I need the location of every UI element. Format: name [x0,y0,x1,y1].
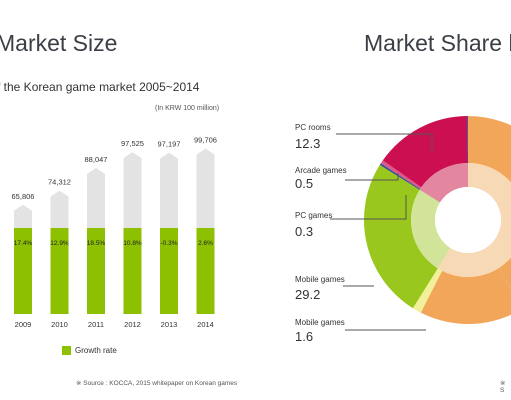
growth-rate-label: 17.4% [14,240,33,247]
slice-arcade-games [380,160,422,189]
market-share-title: Market Share by [364,30,511,56]
bar-growth-2011 [87,228,105,314]
inner-orange-lower [437,247,499,277]
callout-line [345,173,399,181]
callout-line [336,133,433,152]
slice-outer-orange [468,116,511,289]
callout-category-label: Mobile games [295,318,345,327]
bar-value-label: 97,197 [158,140,181,149]
callout-category-label: Arcade games [295,166,347,175]
growth-rate-label: 12.9% [50,240,69,247]
callout-value-label: 1.6 [295,329,313,344]
growth-rate-label: 10.8% [123,240,142,247]
slice-pc-rooms [382,116,468,188]
bar-value-label: 65,806 [12,192,35,201]
donut-hole [435,187,501,253]
growth-rate-label: -0.3% [161,240,178,247]
inner-orange [468,163,511,269]
callout-category-label: PC rooms [295,123,331,132]
x-tick-label: 2014 [197,320,214,329]
market-size-title: Market Size [0,30,118,56]
legend-swatch-growth-rate [62,346,71,355]
callout-value-label: 0.3 [295,224,313,239]
x-tick-label: 2012 [124,320,141,329]
x-tick-label: 2011 [88,320,104,329]
bar-value-label: 74,312 [48,178,71,187]
bar-growth-2013 [160,228,178,314]
bar-value-label: 88,047 [85,155,108,164]
callout-value-label: 0.5 [295,176,313,191]
x-tick-label: 2010 [51,320,68,329]
chart-subtitle: f the Korean game market 2005~2014 [0,80,200,94]
slice-mobile-games-small [412,268,443,313]
unit-label: (In KRW 100 million) [155,105,220,112]
source-note: ※ Source : KOCCA, 2015 whitepaper on Kor… [76,380,238,387]
x-tick-label: 2009 [15,320,32,329]
slice-mobile-games [363,164,438,309]
inner-pc-rooms [419,163,468,203]
callout-category-label: Mobile games [295,275,345,284]
growth-rate-label: 2.6% [198,240,213,247]
growth-rate-label: 18.5% [87,240,106,247]
slice-outer-orange-lower [420,268,511,324]
slice-divider [467,116,468,164]
callout-value-label: 29.2 [295,287,320,302]
callout-category-label: PC games [295,211,332,220]
bar-value-label: 99,706 [194,135,217,144]
bar-growth-2009 [14,228,32,314]
bar-value-label: 97,525 [121,139,144,148]
bar-chart: 65,806 17.4% 2009 74,312 12.9% 2010 88,047 18.5… [12,135,217,329]
bar-growth-2014 [196,228,215,314]
donut-chart [363,116,511,324]
source-note-right: ※ S [500,380,506,394]
legend-label-growth-rate: Growth rate [75,346,117,355]
bar-growth-2010 [50,228,69,314]
bar-growth-2012 [123,228,142,314]
slice-pc-games [379,163,421,190]
callout-value-label: 12.3 [295,136,320,151]
x-tick-label: 2013 [161,320,178,329]
callout-line [330,195,407,220]
inner-mobile-games [411,189,451,269]
